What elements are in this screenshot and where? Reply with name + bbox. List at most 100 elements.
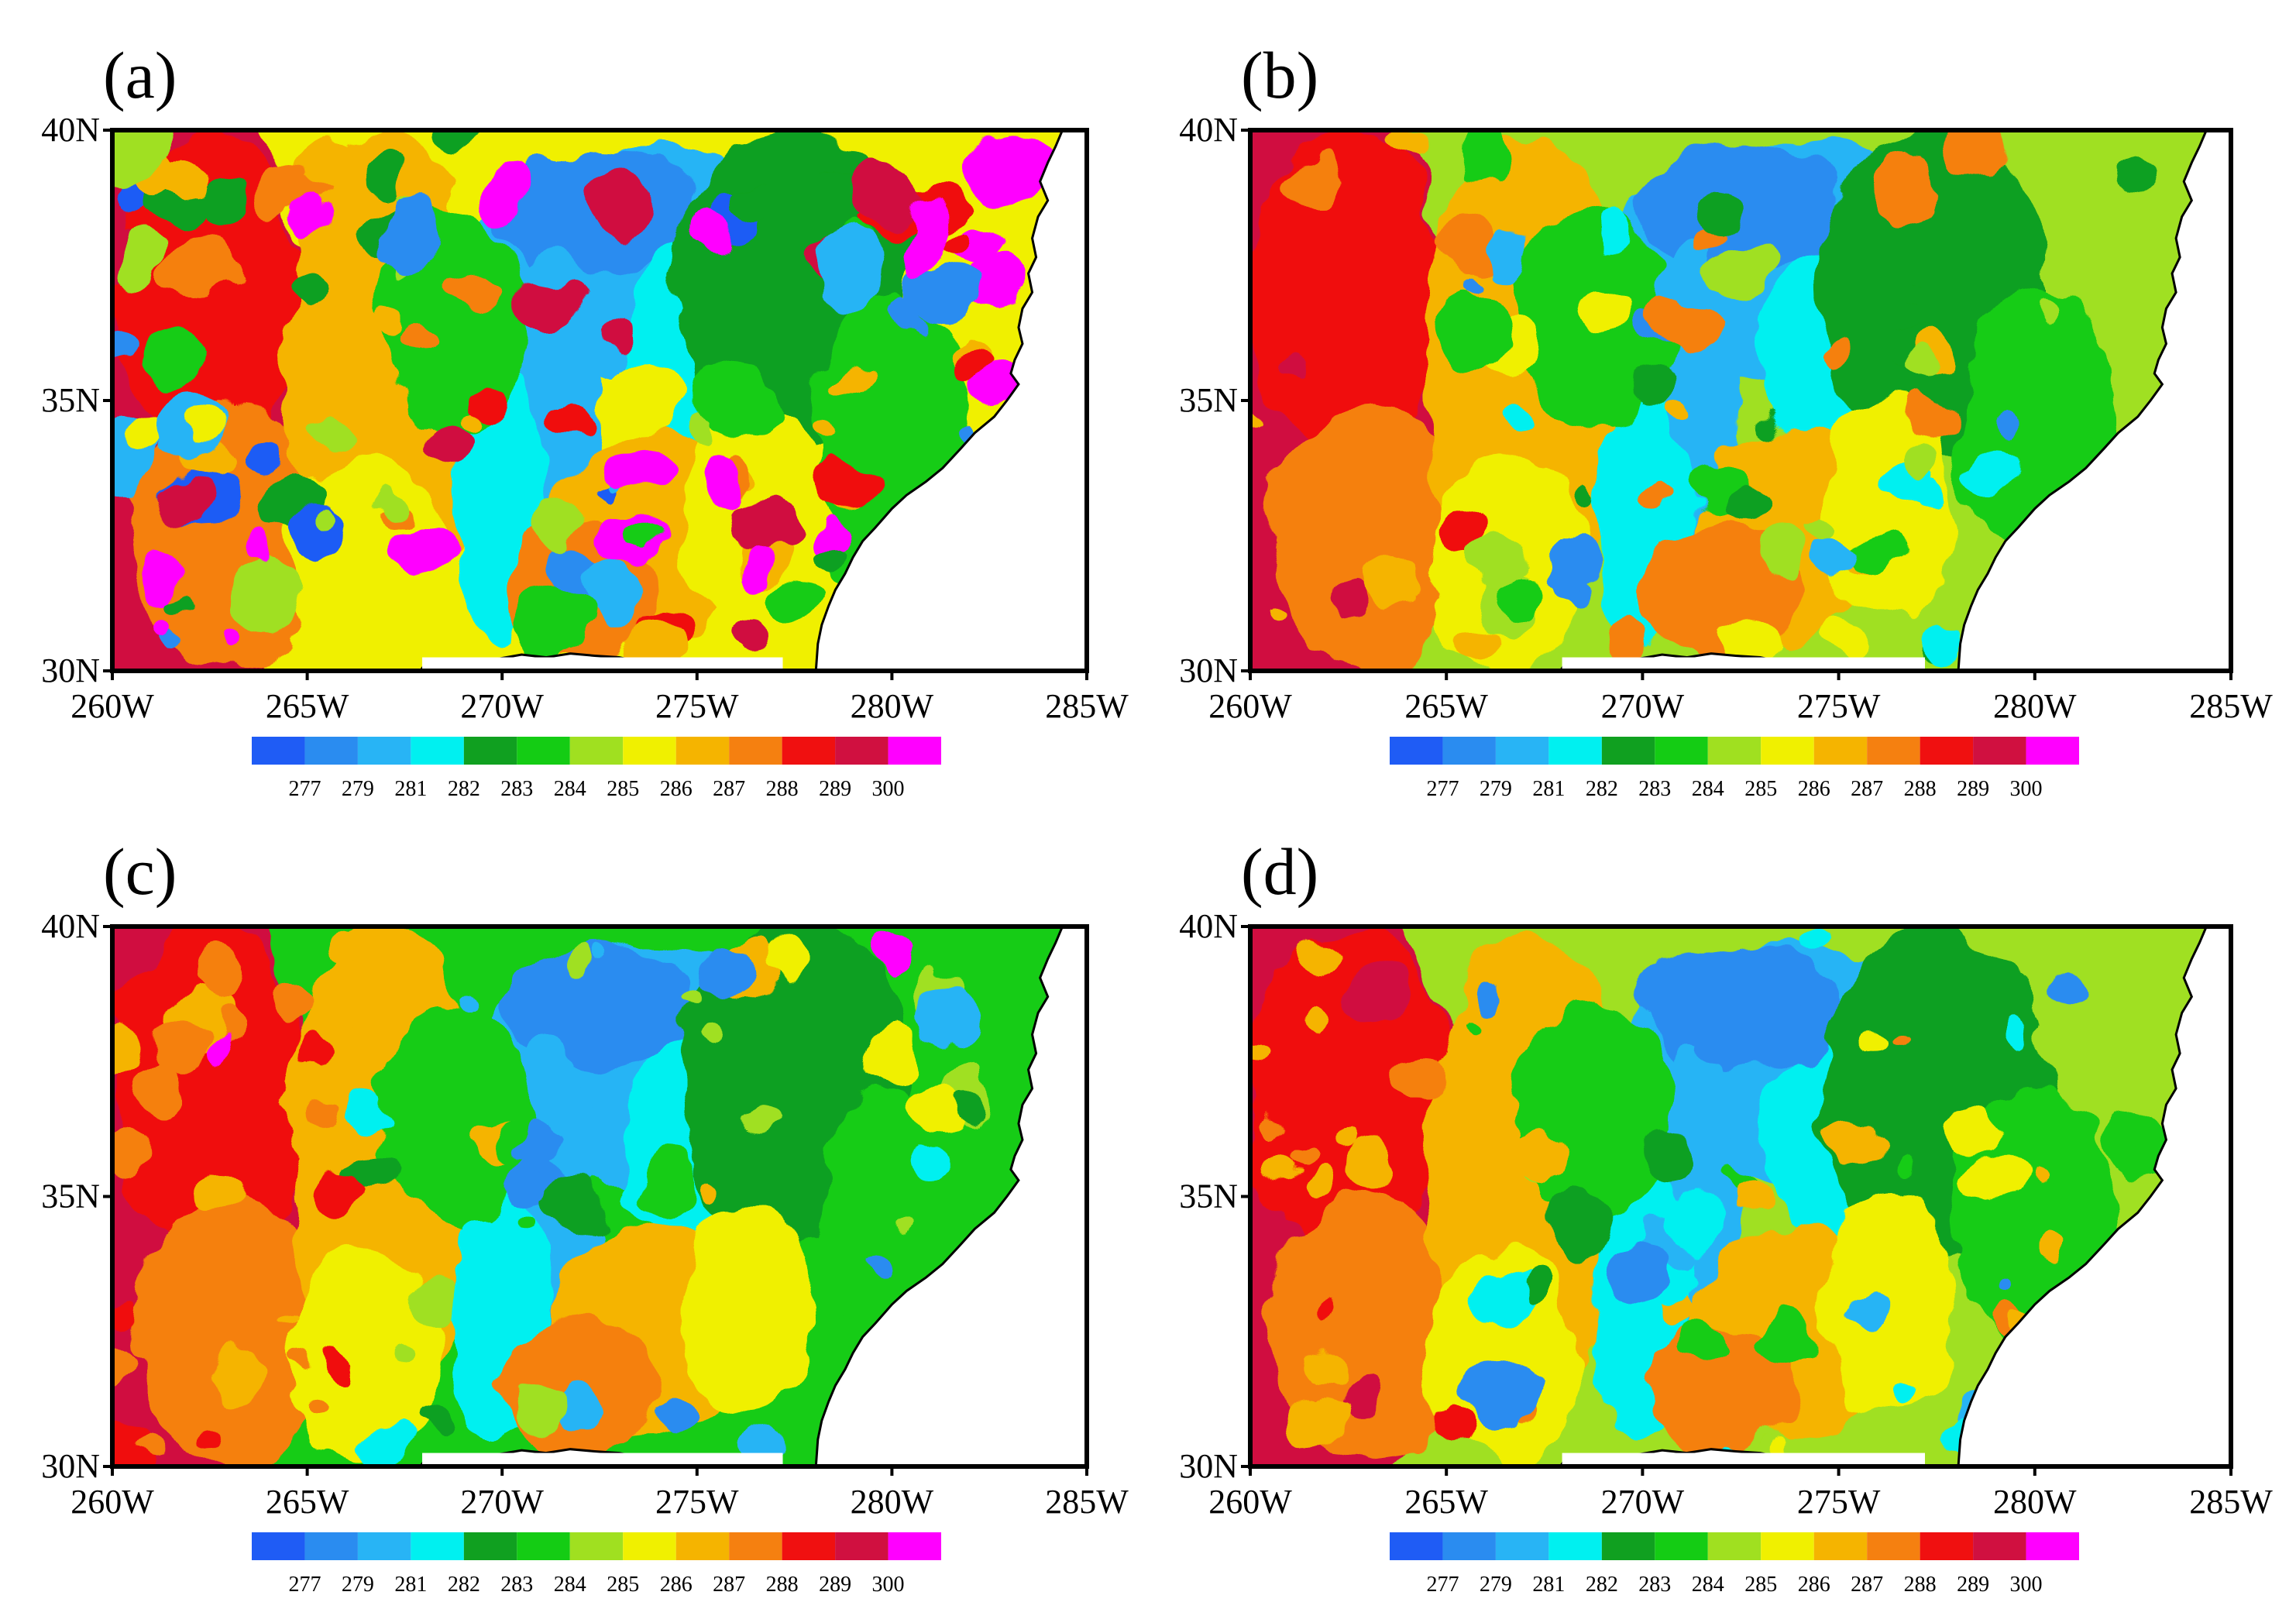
temperature-field — [1250, 130, 2231, 671]
temperature-cell — [1606, 1243, 1669, 1305]
lon-tick-label: 285W — [2189, 1483, 2273, 1521]
temperature-cell — [1887, 1160, 1905, 1182]
lon-tick-label: 265W — [266, 687, 349, 725]
temperature-cell — [578, 559, 642, 632]
temperature-cell — [1862, 1031, 1885, 1054]
temperature-cell — [199, 180, 248, 227]
colorbar-swatch — [569, 1532, 624, 1560]
temperature-cell — [1713, 247, 1771, 296]
temperature-cell — [2009, 1016, 2033, 1038]
lat-tick-label: 30N — [1179, 652, 1238, 689]
temperature-cell — [2057, 1136, 2102, 1189]
temperature-cell — [1285, 1392, 1346, 1452]
temperature-cell — [1918, 478, 1951, 509]
colorbar-label: 286 — [1798, 777, 1830, 801]
temperature-cell — [593, 946, 610, 965]
temperature-cell — [380, 492, 402, 518]
colorbar-swatch — [2026, 1532, 2079, 1560]
atlantic-ocean — [1957, 927, 2231, 1466]
temperature-cell — [919, 984, 982, 1047]
temperature-cell — [303, 1388, 323, 1411]
temperature-cell — [601, 446, 663, 495]
temperature-cell — [276, 1312, 294, 1326]
temperature-cell — [1780, 495, 1820, 525]
temperature-cell — [895, 1216, 913, 1229]
temperature-cell — [627, 521, 661, 548]
temperature-cell — [739, 181, 777, 220]
temperature-cell — [2048, 972, 2079, 1007]
colorbar-swatch — [888, 1532, 941, 1560]
temperature-cell — [556, 566, 579, 588]
lon-tick-label: 270W — [1601, 1483, 1685, 1521]
colorbar-swatch — [729, 1532, 782, 1560]
temperature-cell — [375, 1007, 531, 1224]
lon-tick-label: 270W — [1601, 687, 1685, 725]
temperature-cell — [1250, 1039, 1272, 1063]
colorbar-label: 277 — [1426, 1573, 1459, 1597]
temperature-cell — [516, 591, 589, 657]
atlantic-ocean — [814, 927, 1087, 1466]
colorbar-label: 279 — [1480, 1573, 1512, 1597]
lon-tick-label: 260W — [1208, 687, 1292, 725]
temperature-cell — [1460, 130, 1515, 183]
temperature-cell — [1490, 232, 1534, 282]
lon-tick-label: 280W — [1993, 687, 2077, 725]
temperature-cell — [1572, 478, 1594, 504]
temperature-cell — [901, 194, 941, 282]
temperature-cell — [872, 1250, 899, 1277]
temperature-cell — [1516, 1270, 1548, 1302]
temperature-cell — [702, 454, 751, 509]
temperature-cell — [771, 579, 826, 624]
temperature-cell — [164, 239, 235, 297]
temperature-cell — [518, 1213, 540, 1231]
temperature-cell — [686, 355, 760, 427]
field-blobs — [1250, 130, 2231, 671]
lat-tick-label: 30N — [41, 652, 100, 689]
temperature-cell — [938, 227, 972, 251]
colorbar-label: 282 — [448, 777, 480, 801]
colorbar-swatch — [1813, 1532, 1868, 1560]
gulf-strip — [1562, 1453, 1926, 1466]
colorbar-label: 289 — [819, 1573, 851, 1597]
panel-label: (c) — [103, 834, 177, 909]
temperature-cell — [373, 301, 412, 339]
lat-tick-label: 40N — [1179, 907, 1238, 945]
colorbar-label: 283 — [500, 1573, 533, 1597]
atlantic-ocean — [1957, 130, 2231, 671]
colorbar-label: 300 — [2010, 777, 2043, 801]
temperature-cell — [1436, 1408, 1473, 1444]
temperature-cell — [809, 514, 847, 555]
colorbar-label: 281 — [394, 1573, 427, 1597]
temperature-cell — [508, 274, 582, 327]
temperature-cell — [1662, 1201, 1723, 1247]
temperature-cell — [1723, 624, 1773, 662]
temperature-cell — [1590, 213, 1631, 254]
colorbar-label: 279 — [1480, 777, 1512, 801]
lon-tick-label: 270W — [460, 687, 544, 725]
temperature-cell — [1469, 1360, 1534, 1436]
temperature-cell — [1365, 561, 1418, 615]
temperature-cell — [834, 366, 871, 398]
temperature-cell — [303, 1037, 341, 1070]
temperature-cell — [411, 1277, 459, 1327]
temperature-cell — [145, 555, 189, 604]
temperature-cell — [1331, 576, 1368, 615]
panel-label: (d) — [1241, 834, 1318, 909]
colorbar-swatch — [782, 1532, 836, 1560]
colorbar-swatch — [1867, 737, 1920, 765]
temperature-cell — [816, 456, 880, 507]
temperature-cell — [907, 1148, 953, 1183]
temperature-cell — [1787, 965, 1837, 1011]
colorbar-label: 279 — [342, 777, 374, 801]
temperature-cell — [112, 334, 140, 369]
temperature-cell — [1801, 516, 1841, 543]
temperature-cell — [677, 1196, 814, 1413]
temperature-cell — [1435, 500, 1488, 555]
colorbar-swatch — [569, 737, 624, 765]
lat-tick-label: 35N — [1179, 1178, 1238, 1215]
temperature-cell — [814, 544, 847, 569]
temperature-cell — [1906, 445, 1940, 477]
temperature-cell — [318, 421, 351, 447]
temperature-cell — [1831, 1116, 1881, 1167]
